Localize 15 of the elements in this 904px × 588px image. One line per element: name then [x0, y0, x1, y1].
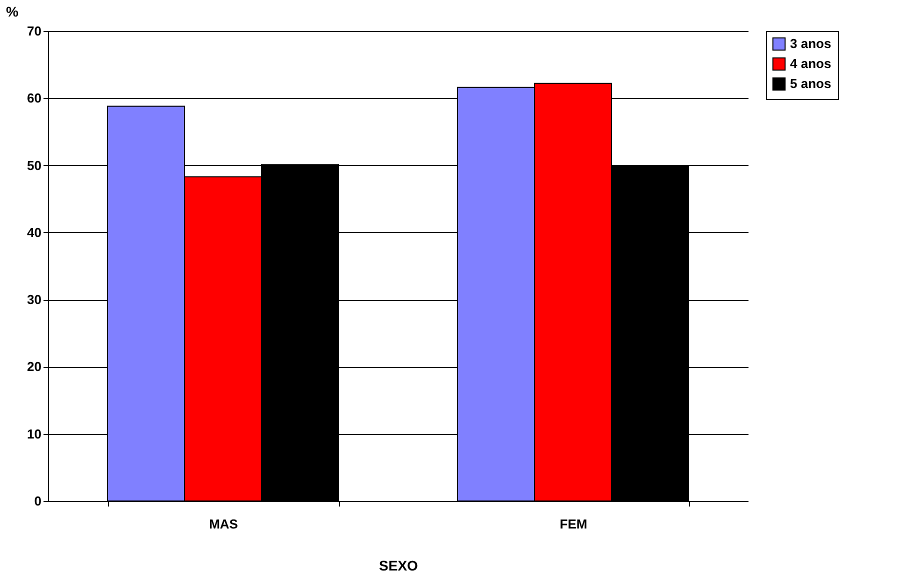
x-tick-label: FEM — [560, 516, 588, 532]
y-tick-label: 20 — [27, 359, 42, 374]
y-tick-label: 70 — [27, 24, 42, 38]
y-tick-label: 0 — [34, 494, 42, 508]
y-tick-label: 10 — [27, 426, 42, 442]
legend-label: 3 anos — [790, 36, 832, 51]
y-tick-label: 30 — [27, 292, 42, 308]
y-tick-label: 60 — [27, 90, 42, 106]
x-tick-label: MAS — [209, 516, 238, 532]
y-tick-label: 50 — [27, 158, 42, 173]
legend-label: 4 anos — [790, 56, 832, 71]
x-axis-title: SEXO — [379, 558, 418, 574]
legend-label: 5 anos — [790, 76, 832, 91]
y-axis-title: % — [6, 4, 20, 20]
y-tick-label: 40 — [27, 224, 42, 240]
